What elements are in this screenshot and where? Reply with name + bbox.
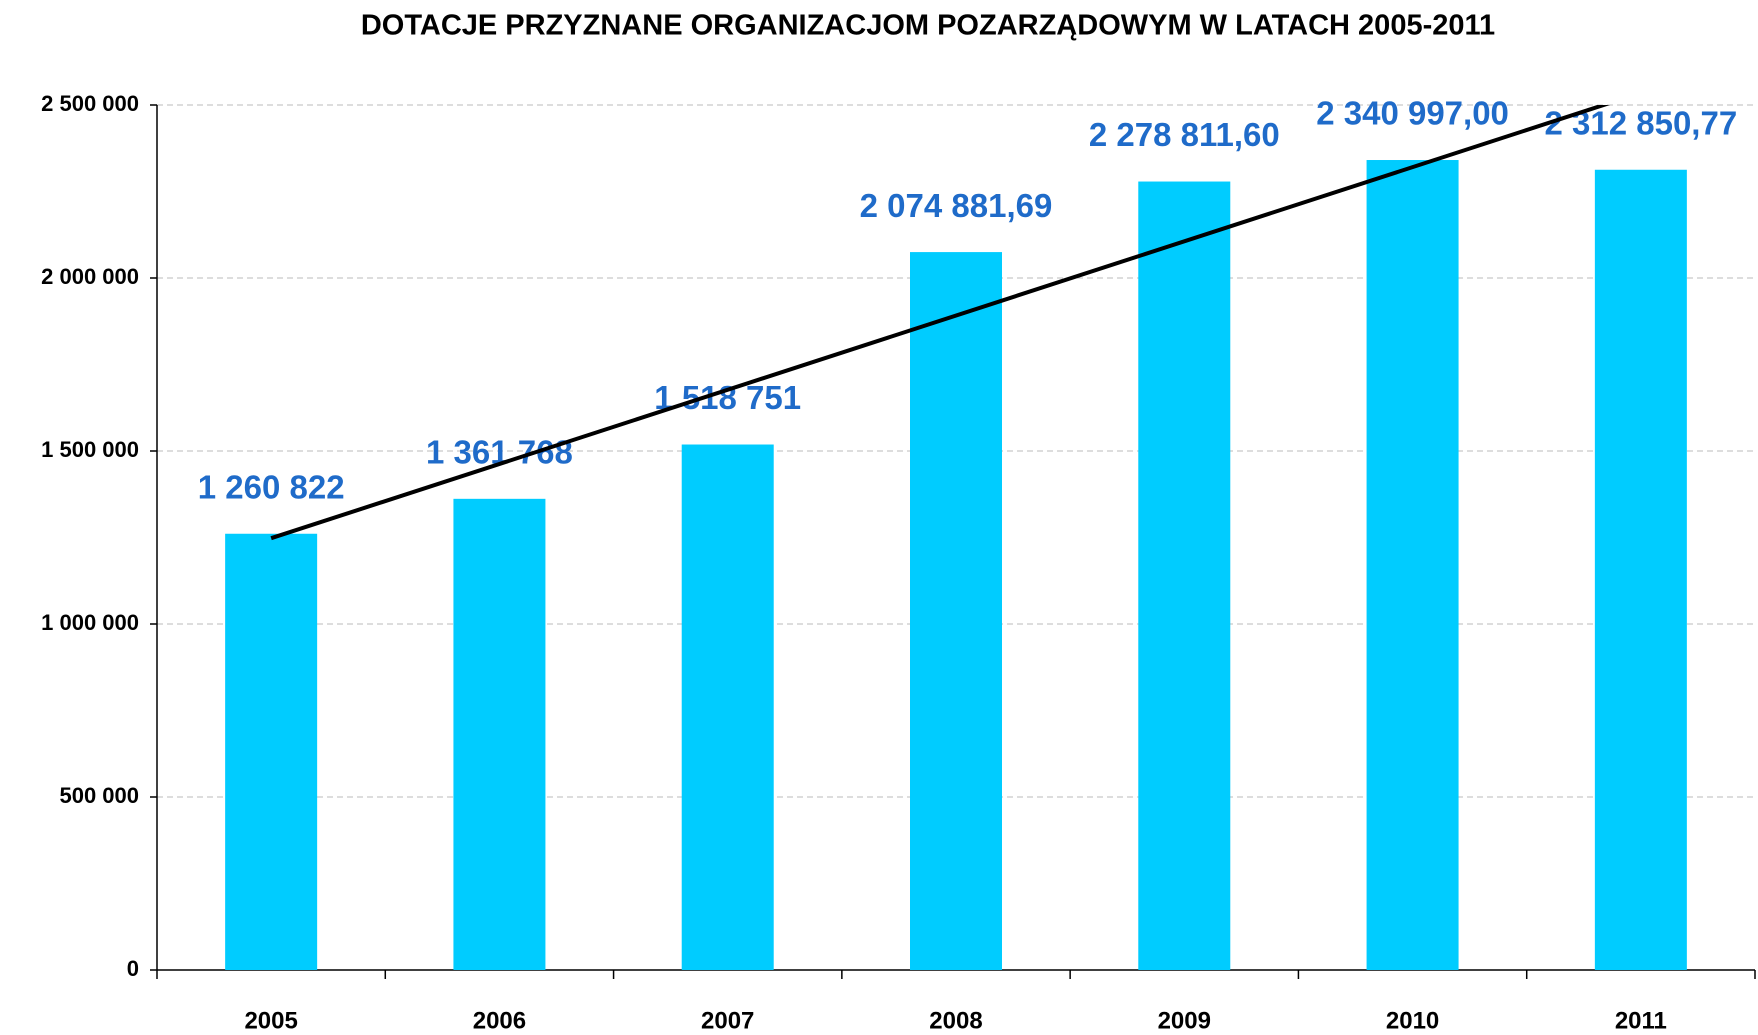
y-tick-label: 2 500 000 [41,91,139,116]
x-tick-label: 2011 [1615,1007,1667,1034]
x-tick-label: 2008 [929,1007,982,1034]
bar [1594,169,1687,970]
value-label: 2 278 811,60 [1089,116,1280,153]
bar [910,252,1002,970]
bar [1366,160,1459,971]
bar [225,533,318,970]
bar [453,498,546,970]
value-label: 2 340 997,00 [1316,95,1509,132]
x-tick-label: 2009 [1158,1007,1211,1034]
x-tick-label: 2007 [701,1007,754,1034]
x-tick-label: 2005 [244,1007,297,1034]
trend-line [270,105,1611,541]
y-tick-label: 0 [127,956,139,981]
y-tick-label: 500 000 [59,783,139,808]
x-tick-label: 2006 [473,1007,526,1034]
x-tick-label: 2010 [1386,1007,1439,1034]
value-label: 1 260 822 [198,468,345,505]
y-tick-label: 2 000 000 [41,264,139,289]
trend-group [270,105,1611,541]
y-tick-label: 1 500 000 [41,437,139,462]
value-label: 2 074 881,69 [860,187,1053,224]
bar [1138,181,1231,970]
chart-title: DOTACJE PRZYZNANE ORGANIZACJOM POZARZĄDO… [361,10,1495,42]
value-label: 1 518 751 [654,379,801,416]
bar [681,444,774,970]
value-label: 2 312 850,77 [1545,104,1738,141]
y-tick-label: 1 000 000 [41,610,139,635]
